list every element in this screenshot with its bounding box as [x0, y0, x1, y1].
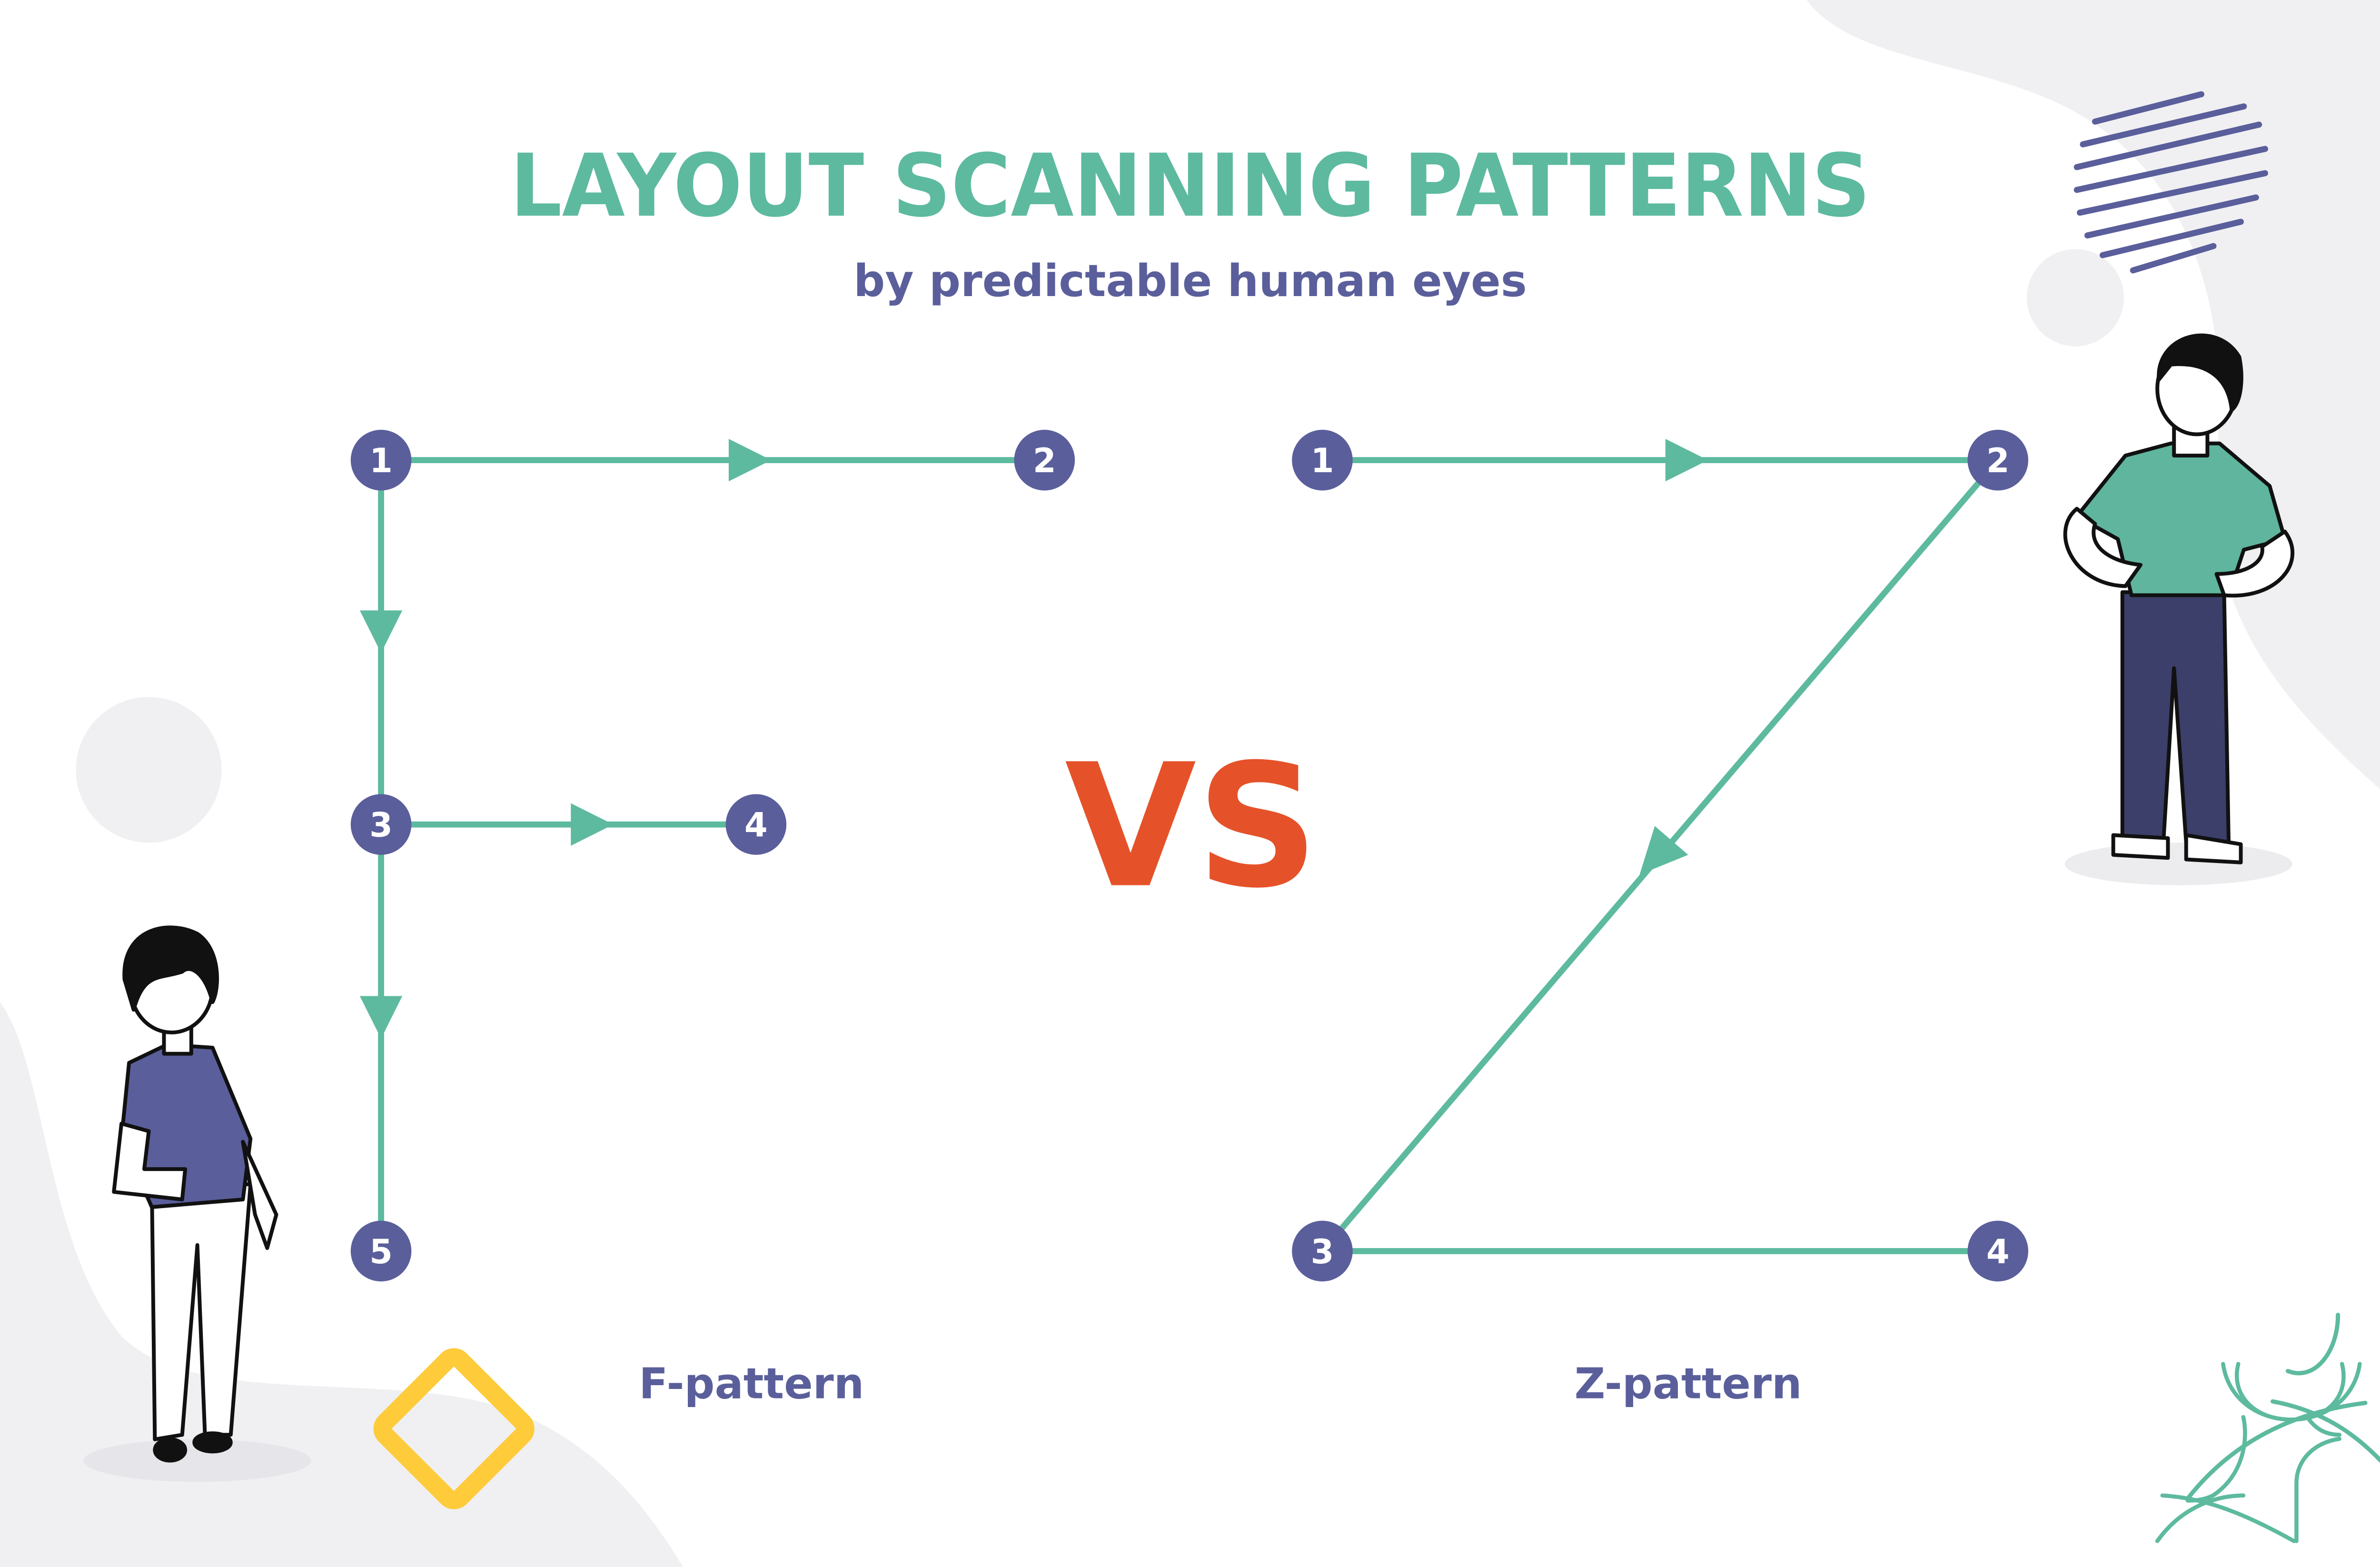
svg-text:5: 5: [369, 1232, 393, 1271]
arrow-down-icon: [359, 996, 403, 1039]
person-illustration-right: [2063, 333, 2295, 864]
svg-text:3: 3: [1311, 1232, 1334, 1271]
f-node-5: 5: [350, 1220, 412, 1282]
svg-text:4: 4: [1986, 1232, 2010, 1271]
z-node-4: 4: [1967, 1220, 2029, 1282]
z-pattern-label: Z-pattern: [1575, 1359, 1802, 1409]
deer-logo-icon: [2185, 1312, 2380, 1501]
z-node-2: 2: [1967, 429, 2029, 491]
f-node-4: 4: [725, 794, 787, 855]
f-node-3: 3: [350, 794, 412, 855]
page-title: LAYOUT SCANNING PATTERNS: [510, 135, 1871, 236]
arrow-right-icon: [1665, 439, 1708, 482]
arrow-down-left-icon: [1639, 826, 1688, 875]
f-node-1: 1: [350, 429, 412, 491]
page-subtitle: by predictable human eyes: [853, 255, 1527, 307]
z-pattern-diagram: 1 2 3 4 Z-pattern: [1292, 429, 2029, 1409]
striped-circle-shape: [2073, 91, 2268, 274]
person-illustration-left: [112, 925, 278, 1463]
deer-logo-icon: [2155, 1362, 2362, 1543]
svg-text:2: 2: [1986, 441, 2010, 480]
z-node-1: 1: [1292, 429, 1353, 491]
yellow-diamond-shape: [373, 1348, 535, 1509]
svg-text:2: 2: [1033, 441, 1056, 480]
svg-text:4: 4: [744, 806, 768, 845]
arrow-right-icon: [571, 803, 614, 846]
vs-label: VS: [1065, 728, 1319, 926]
f-node-2: 2: [1014, 429, 1075, 491]
z-node-3: 3: [1292, 1220, 1353, 1282]
arrow-right-icon: [728, 439, 772, 482]
f-pattern-diagram: 1 2 3 4 5 F-pattern: [350, 429, 1075, 1409]
f-pattern-label: F-pattern: [639, 1359, 864, 1409]
svg-text:3: 3: [369, 806, 393, 845]
arrow-icons: [359, 439, 772, 1039]
svg-text:1: 1: [369, 441, 393, 480]
svg-text:1: 1: [1311, 441, 1334, 480]
arrow-down-icon: [359, 610, 403, 653]
